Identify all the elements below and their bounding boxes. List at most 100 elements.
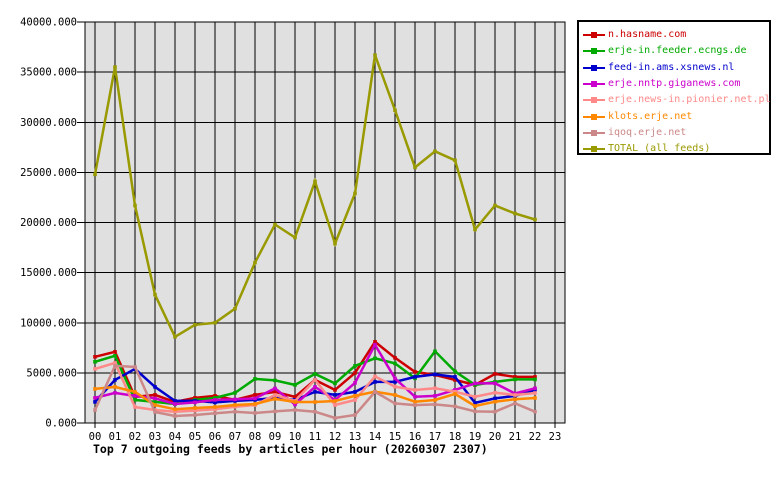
series-point-erje-nntp-giganews-com xyxy=(193,400,197,405)
series-point-total-all-feeds xyxy=(353,191,357,196)
series-point-iqoq-erje-net xyxy=(393,401,397,406)
series-point-erje-in-feeder-ecngs-de xyxy=(233,391,237,395)
legend-item-erje-nntp-giganews-com: erje.nntp.giganews.com xyxy=(583,76,740,92)
x-tick-label: 10 xyxy=(289,431,302,443)
series-point-total-all-feeds xyxy=(273,222,277,227)
y-tick-label: 10000.000 xyxy=(20,317,77,329)
series-point-klots-erje-net xyxy=(113,385,117,389)
legend-point-marker-icon xyxy=(591,48,597,55)
series-point-iqoq-erje-net xyxy=(473,409,477,414)
series-point-n-hasname-com xyxy=(453,378,457,382)
series-point-n-hasname-com xyxy=(353,371,357,375)
series-point-erje-in-feeder-ecngs-de xyxy=(513,377,517,382)
series-point-klots-erje-net xyxy=(473,404,477,408)
series-point-iqoq-erje-net xyxy=(493,409,497,414)
series-point-n-hasname-com xyxy=(533,375,537,379)
legend-point-marker-icon xyxy=(591,113,597,120)
series-point-klots-erje-net xyxy=(353,394,357,398)
legend-item-feed-in-ams-xsnews-nl: feed-in.ams.xsnews.nl xyxy=(583,60,734,76)
series-point-erje-news-in-pionier-net-pl xyxy=(533,391,537,395)
series-point-n-hasname-com xyxy=(213,394,217,398)
series-point-iqoq-erje-net xyxy=(253,411,257,415)
series-point-erje-nntp-giganews-com xyxy=(273,386,277,391)
legend-point-marker-icon xyxy=(591,97,597,104)
x-tick-label: 18 xyxy=(449,431,462,443)
series-point-feed-in-ams-xsnews-nl xyxy=(173,399,177,403)
series-point-klots-erje-net xyxy=(533,396,537,400)
y-tick-label: 15000.000 xyxy=(20,267,77,279)
x-tick-label: 22 xyxy=(529,431,542,443)
series-point-erje-nntp-giganews-com xyxy=(173,402,177,406)
x-tick-label: 20 xyxy=(489,431,502,443)
series-point-klots-erje-net xyxy=(153,403,157,407)
series-point-klots-erje-net xyxy=(173,407,177,412)
x-tick-label: 15 xyxy=(389,431,402,443)
series-point-feed-in-ams-xsnews-nl xyxy=(413,375,417,379)
series-point-feed-in-ams-xsnews-nl xyxy=(373,380,377,384)
y-tick-label: 40000.000 xyxy=(20,17,77,29)
series-point-iqoq-erje-net xyxy=(373,390,377,394)
legend-label: klots.erje.net xyxy=(608,110,693,122)
series-point-iqoq-erje-net xyxy=(233,409,237,414)
series-point-klots-erje-net xyxy=(333,399,337,403)
series-point-erje-in-feeder-ecngs-de xyxy=(93,360,97,364)
x-tick-label: 09 xyxy=(269,431,282,443)
series-point-total-all-feeds xyxy=(253,260,257,265)
series-point-total-all-feeds xyxy=(93,172,97,177)
series-point-total-all-feeds xyxy=(333,241,337,246)
legend-line-sample xyxy=(583,80,605,88)
x-tick-label: 05 xyxy=(189,431,202,443)
y-tick-label: 35000.000 xyxy=(20,67,77,79)
series-point-iqoq-erje-net xyxy=(273,409,277,414)
series-point-feed-in-ams-xsnews-nl xyxy=(493,396,497,401)
series-point-erje-in-feeder-ecngs-de xyxy=(213,396,217,400)
series-point-iqoq-erje-net xyxy=(453,404,457,409)
series-point-erje-nntp-giganews-com xyxy=(233,397,237,402)
series-point-erje-news-in-pionier-net-pl xyxy=(373,374,377,379)
series-point-erje-in-feeder-ecngs-de xyxy=(353,364,357,368)
series-point-feed-in-ams-xsnews-nl xyxy=(313,390,317,394)
series-point-erje-news-in-pionier-net-pl xyxy=(113,361,117,365)
series-point-erje-nntp-giganews-com xyxy=(393,376,397,381)
legend-label: erje.nntp.giganews.com xyxy=(608,77,741,89)
series-point-erje-news-in-pionier-net-pl xyxy=(213,407,217,412)
series-point-erje-news-in-pionier-net-pl xyxy=(353,398,357,402)
series-point-klots-erje-net xyxy=(253,402,257,406)
series-point-total-all-feeds xyxy=(133,203,137,208)
series-point-erje-in-feeder-ecngs-de xyxy=(453,369,457,374)
legend-point-marker-icon xyxy=(591,146,597,153)
series-point-erje-nntp-giganews-com xyxy=(433,394,437,398)
series-point-erje-news-in-pionier-net-pl xyxy=(273,393,277,397)
series-point-erje-nntp-giganews-com xyxy=(473,381,477,386)
legend-label: feed-in.ams.xsnews.nl xyxy=(608,61,735,73)
series-point-total-all-feeds xyxy=(113,65,117,69)
series-point-erje-in-feeder-ecngs-de xyxy=(393,361,397,366)
series-point-erje-news-in-pionier-net-pl xyxy=(193,408,197,413)
legend-item-iqoq-erje-net: iqoq.erje.net xyxy=(583,125,686,141)
series-point-n-hasname-com xyxy=(513,375,517,379)
legend-label: erje.news-in.pionier.net.pl xyxy=(608,94,771,106)
series-point-klots-erje-net xyxy=(213,405,217,409)
series-point-erje-in-feeder-ecngs-de xyxy=(273,378,277,383)
series-point-klots-erje-net xyxy=(453,392,457,396)
series-point-erje-in-feeder-ecngs-de xyxy=(373,356,377,361)
x-tick-label: 12 xyxy=(329,431,342,443)
series-point-iqoq-erje-net xyxy=(193,413,197,417)
series-point-erje-nntp-giganews-com xyxy=(293,402,297,407)
series-point-erje-nntp-giganews-com xyxy=(213,398,217,402)
series-point-total-all-feeds xyxy=(233,306,237,311)
series-point-erje-nntp-giganews-com xyxy=(93,396,97,400)
series-point-iqoq-erje-net xyxy=(173,414,177,418)
x-tick-label: 16 xyxy=(409,431,422,443)
series-point-erje-nntp-giganews-com xyxy=(413,394,417,399)
legend-item-klots-erje-net: klots.erje.net xyxy=(583,109,692,125)
series-point-iqoq-erje-net xyxy=(353,413,357,417)
series-point-erje-news-in-pionier-net-pl xyxy=(433,386,437,391)
legend-line-sample xyxy=(583,31,605,39)
chart-title: Top 7 outgoing feeds by articles per hou… xyxy=(93,442,488,456)
series-point-klots-erje-net xyxy=(233,403,237,407)
series-point-iqoq-erje-net xyxy=(433,402,437,407)
series-point-erje-nntp-giganews-com xyxy=(113,391,117,395)
series-point-erje-news-in-pionier-net-pl xyxy=(413,388,417,392)
series-point-erje-news-in-pionier-net-pl xyxy=(93,367,97,371)
